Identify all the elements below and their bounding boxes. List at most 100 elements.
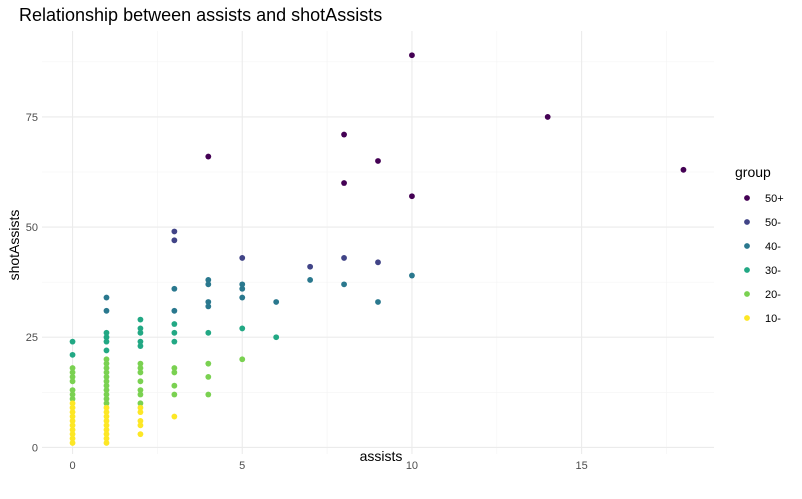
data-point <box>544 114 551 120</box>
data-point <box>137 343 144 349</box>
data-point <box>69 435 76 442</box>
data-point <box>69 365 76 371</box>
data-point <box>137 338 144 345</box>
data-point <box>409 52 415 59</box>
data-point <box>103 440 110 446</box>
data-point <box>137 409 144 416</box>
data-point <box>239 356 246 363</box>
legend-swatch <box>744 267 750 273</box>
legend-label: 50+ <box>765 193 784 205</box>
y-tick-label: 0 <box>32 442 38 454</box>
data-point <box>103 387 110 394</box>
data-point <box>103 369 110 376</box>
legend-label: 10- <box>765 313 781 325</box>
data-point <box>137 369 144 376</box>
data-point <box>137 325 144 332</box>
data-point <box>69 422 76 429</box>
data-point <box>103 329 110 336</box>
data-point <box>307 263 314 270</box>
data-points <box>69 52 687 446</box>
data-point <box>273 299 280 305</box>
data-point <box>103 378 110 385</box>
data-point <box>205 391 212 398</box>
data-point <box>171 338 178 345</box>
data-point <box>103 373 110 380</box>
data-point <box>341 255 347 261</box>
data-point <box>137 360 144 367</box>
legend-label: 30- <box>765 265 781 277</box>
legend-swatch <box>744 291 750 297</box>
data-point <box>137 431 144 438</box>
data-point <box>103 382 110 389</box>
data-point <box>137 422 144 429</box>
data-point <box>69 418 76 424</box>
data-point <box>69 396 76 402</box>
legend-label: 50- <box>765 217 781 229</box>
x-tick-label: 10 <box>406 460 418 472</box>
data-point <box>171 307 178 314</box>
data-point <box>69 391 76 398</box>
data-point <box>69 338 76 345</box>
data-point <box>69 413 76 420</box>
data-point <box>103 426 110 433</box>
x-axis-title: assists <box>360 448 403 464</box>
data-point <box>69 426 76 433</box>
data-point <box>103 422 110 429</box>
y-axis-title: shotAssists <box>6 210 22 281</box>
data-point <box>69 387 76 394</box>
data-point <box>103 400 110 407</box>
data-point <box>103 404 110 411</box>
legend-swatch <box>744 315 750 321</box>
x-tick-label: 0 <box>69 460 75 472</box>
data-point <box>171 365 178 371</box>
data-point <box>103 413 110 420</box>
data-point <box>341 131 347 138</box>
legend-label: 20- <box>765 289 781 301</box>
data-point <box>205 153 212 160</box>
data-point <box>375 299 381 305</box>
data-point <box>239 294 246 301</box>
data-point <box>680 166 687 173</box>
data-point <box>171 321 178 327</box>
legend-swatch <box>744 219 750 225</box>
legend-label: 40- <box>765 241 781 253</box>
data-point <box>171 391 178 398</box>
data-point <box>69 404 76 411</box>
chart-title: Relationship between assists and shotAss… <box>19 5 382 25</box>
data-point <box>171 237 178 244</box>
data-point <box>171 285 178 292</box>
data-point <box>341 281 347 288</box>
data-point <box>137 378 144 385</box>
legend-swatch <box>744 243 750 249</box>
x-tick-label: 15 <box>576 460 588 472</box>
data-point <box>273 334 280 341</box>
data-point <box>137 329 144 336</box>
data-point <box>239 255 246 261</box>
grid-lines <box>42 31 714 454</box>
data-point <box>137 400 144 407</box>
data-point <box>103 347 110 354</box>
data-point <box>69 373 76 380</box>
data-point <box>103 396 110 402</box>
data-point <box>69 351 76 358</box>
data-point <box>205 299 212 305</box>
data-point <box>375 259 381 266</box>
data-point <box>69 400 76 407</box>
y-tick-label: 75 <box>26 112 38 124</box>
data-point <box>171 228 178 235</box>
data-point <box>103 356 110 363</box>
data-point <box>375 158 381 164</box>
data-point <box>69 440 76 446</box>
data-point <box>69 369 76 376</box>
data-point <box>205 329 212 336</box>
data-point <box>205 303 212 310</box>
data-point <box>205 277 212 283</box>
data-point <box>137 418 144 424</box>
data-point <box>239 325 246 332</box>
data-point <box>171 369 178 376</box>
data-point <box>205 281 212 288</box>
data-point <box>69 431 76 438</box>
data-point <box>103 435 110 442</box>
data-point <box>239 281 246 288</box>
